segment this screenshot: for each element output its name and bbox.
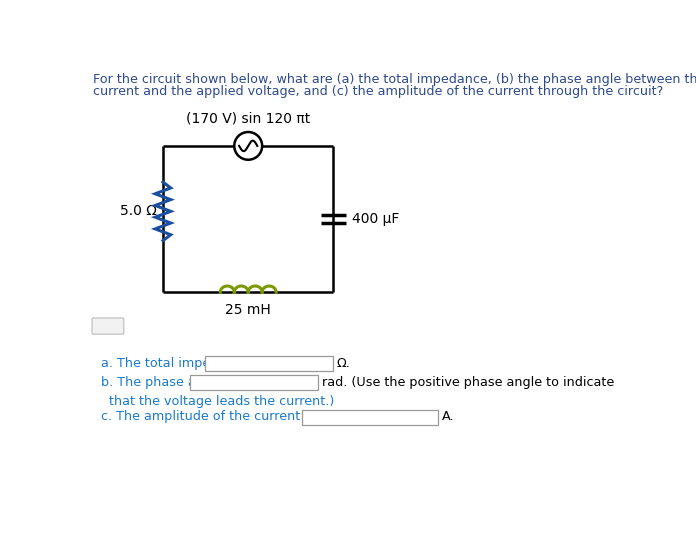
Text: (170 V) sin 120 πt: (170 V) sin 120 πt bbox=[186, 112, 310, 126]
Text: that the voltage leads the current.): that the voltage leads the current.) bbox=[109, 395, 334, 408]
Text: For the circuit shown below, what are (a) the total impedance, (b) the phase ang: For the circuit shown below, what are (a… bbox=[93, 73, 696, 86]
Text: Hint: Hint bbox=[95, 320, 120, 333]
Text: rad. (Use the positive phase angle to indicate: rad. (Use the positive phase angle to in… bbox=[322, 376, 614, 389]
Text: 400 μF: 400 μF bbox=[352, 212, 400, 226]
FancyBboxPatch shape bbox=[190, 376, 318, 390]
FancyBboxPatch shape bbox=[92, 318, 124, 334]
Text: a. The total impedance is: a. The total impedance is bbox=[101, 357, 264, 370]
FancyBboxPatch shape bbox=[205, 356, 333, 371]
Text: current and the applied voltage, and (c) the amplitude of the current through th: current and the applied voltage, and (c)… bbox=[93, 85, 663, 98]
Text: b. The phase angle is: b. The phase angle is bbox=[101, 376, 238, 389]
FancyBboxPatch shape bbox=[303, 410, 438, 424]
Text: 5.0 Ω: 5.0 Ω bbox=[120, 204, 157, 218]
Text: 25 mH: 25 mH bbox=[226, 303, 271, 317]
Text: Ω.: Ω. bbox=[337, 357, 350, 370]
Text: c. The amplitude of the current through the circuit is: c. The amplitude of the current through … bbox=[101, 410, 437, 423]
Text: A.: A. bbox=[442, 410, 454, 423]
